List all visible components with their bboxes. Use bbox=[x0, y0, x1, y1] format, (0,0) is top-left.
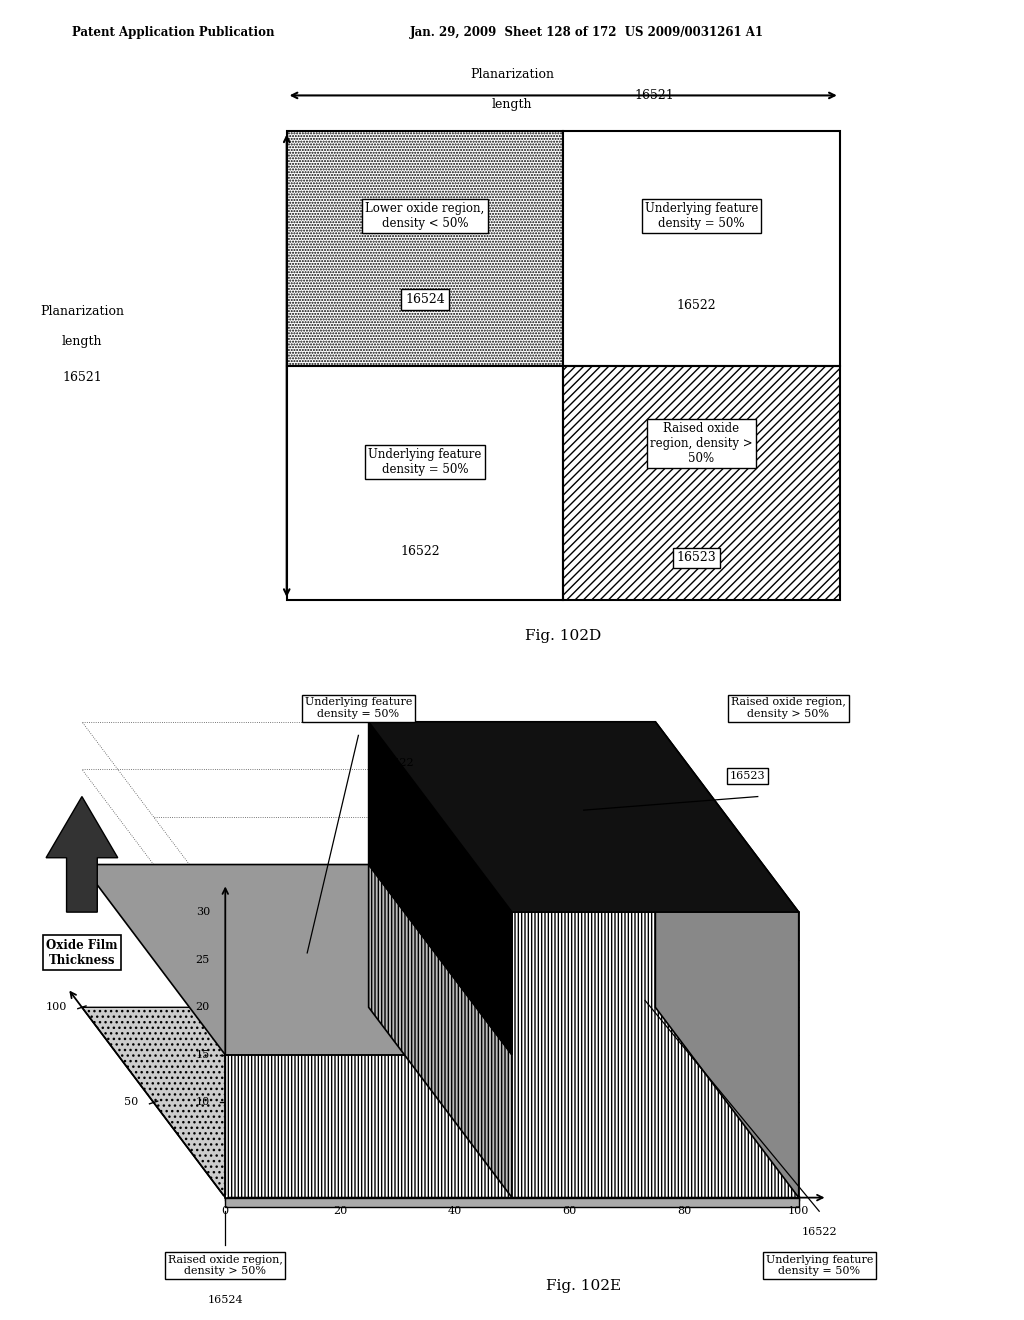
Text: 16523: 16523 bbox=[730, 771, 765, 781]
Bar bbox=[563, 132, 840, 366]
Text: Underlying feature
density = 50%: Underlying feature density = 50% bbox=[645, 202, 758, 230]
Text: Fig. 102E: Fig. 102E bbox=[546, 1279, 622, 1294]
Text: 16524: 16524 bbox=[208, 1295, 243, 1304]
Polygon shape bbox=[512, 912, 799, 1197]
Text: 16523: 16523 bbox=[677, 552, 716, 565]
Text: 16521: 16521 bbox=[635, 88, 675, 102]
Text: Planarization: Planarization bbox=[40, 305, 124, 318]
Text: 16522: 16522 bbox=[400, 545, 439, 558]
Bar bbox=[287, 366, 563, 599]
Polygon shape bbox=[82, 1007, 799, 1197]
Text: 60: 60 bbox=[562, 1205, 577, 1216]
Text: Patent Application Publication: Patent Application Publication bbox=[72, 26, 274, 40]
Text: Underlying feature
density = 50%: Underlying feature density = 50% bbox=[305, 697, 412, 719]
Text: 100: 100 bbox=[45, 1002, 67, 1012]
Bar bbox=[563, 366, 840, 599]
Text: 20: 20 bbox=[196, 1002, 210, 1012]
Text: Raised oxide
region, density >
50%: Raised oxide region, density > 50% bbox=[650, 422, 753, 465]
Text: Planarization: Planarization bbox=[470, 67, 554, 81]
Text: Raised oxide region,
density > 50%: Raised oxide region, density > 50% bbox=[168, 1255, 283, 1276]
Polygon shape bbox=[369, 722, 512, 1055]
Text: 15: 15 bbox=[196, 1049, 210, 1060]
Text: 16524: 16524 bbox=[406, 293, 444, 306]
Text: Jan. 29, 2009  Sheet 128 of 172  US 2009/0031261 A1: Jan. 29, 2009 Sheet 128 of 172 US 2009/0… bbox=[410, 26, 764, 40]
Polygon shape bbox=[655, 722, 799, 1197]
Text: Underlying feature
density = 50%: Underlying feature density = 50% bbox=[369, 447, 481, 475]
Text: Fig. 102D: Fig. 102D bbox=[525, 628, 601, 643]
Text: 30: 30 bbox=[196, 907, 210, 917]
Text: 40: 40 bbox=[447, 1205, 462, 1216]
Text: Lower oxide region,
density < 50%: Lower oxide region, density < 50% bbox=[366, 202, 484, 230]
Text: 25: 25 bbox=[196, 954, 210, 965]
Polygon shape bbox=[225, 1055, 512, 1197]
Text: 16521: 16521 bbox=[62, 371, 101, 384]
Bar bbox=[287, 132, 563, 366]
Text: 0: 0 bbox=[222, 1205, 228, 1216]
Text: 16522: 16522 bbox=[677, 300, 716, 312]
Text: length: length bbox=[61, 335, 102, 348]
Text: 100: 100 bbox=[788, 1205, 809, 1216]
Polygon shape bbox=[369, 865, 512, 1197]
Text: 10: 10 bbox=[196, 1097, 210, 1107]
Text: Oxide Film
Thickness: Oxide Film Thickness bbox=[46, 939, 118, 968]
Polygon shape bbox=[225, 1197, 799, 1208]
Polygon shape bbox=[46, 796, 118, 912]
Text: 16522: 16522 bbox=[802, 1226, 837, 1237]
Text: Raised oxide region,
density > 50%: Raised oxide region, density > 50% bbox=[731, 697, 846, 719]
Text: Underlying feature
density = 50%: Underlying feature density = 50% bbox=[766, 1255, 872, 1276]
Polygon shape bbox=[82, 865, 512, 1055]
Text: length: length bbox=[492, 99, 532, 111]
Text: 80: 80 bbox=[677, 1205, 691, 1216]
Polygon shape bbox=[369, 722, 799, 912]
Text: 16522: 16522 bbox=[379, 758, 415, 767]
Text: 20: 20 bbox=[333, 1205, 347, 1216]
Text: 50: 50 bbox=[124, 1097, 138, 1107]
